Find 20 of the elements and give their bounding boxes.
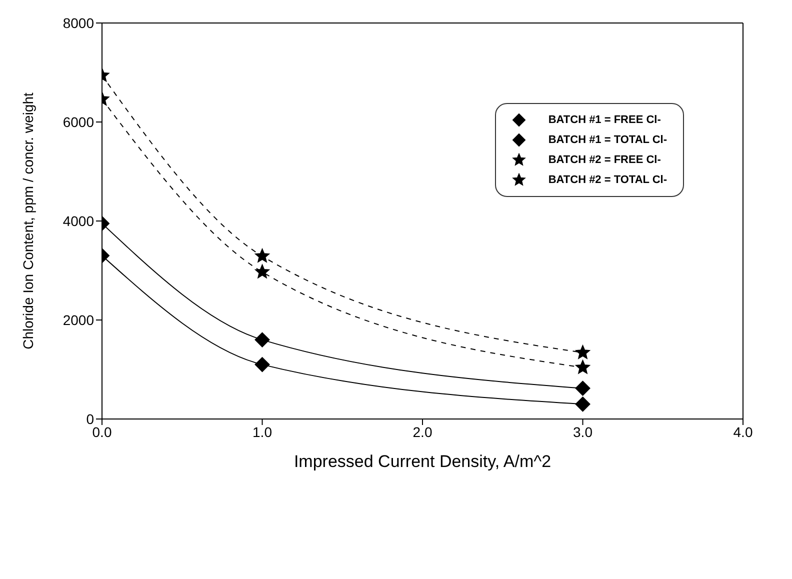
x-tick-label: 3.0 — [573, 424, 593, 440]
point — [576, 345, 590, 359]
y-tick-label: 0 — [86, 410, 94, 427]
legend-label: BATCH #1 = FREE Cl- — [548, 113, 661, 128]
legend-label: BATCH #2 = TOTAL Cl- — [548, 173, 667, 188]
legend-label: BATCH #2 = FREE Cl- — [548, 153, 661, 168]
x-tick-label: 0.0 — [92, 424, 112, 440]
point — [575, 380, 590, 396]
x-tick-label: 1.0 — [252, 424, 272, 440]
x-tick-label: 4.0 — [733, 424, 753, 440]
point — [576, 360, 590, 374]
x-tick-label: 2.0 — [412, 424, 432, 440]
y-tick-label: 6000 — [62, 114, 94, 130]
legend-label: BATCH #1 = TOTAL Cl- — [548, 133, 667, 148]
y-tick-label: 2000 — [62, 312, 94, 328]
point — [575, 396, 590, 412]
x-axis-title: Impressed Current Density, A/m^2 — [294, 452, 552, 471]
y-tick-label: 8000 — [62, 14, 94, 31]
y-tick-label: 4000 — [62, 212, 94, 229]
y-axis-title: Chloride Ion Content, ppm / concr. weight — [20, 92, 36, 350]
